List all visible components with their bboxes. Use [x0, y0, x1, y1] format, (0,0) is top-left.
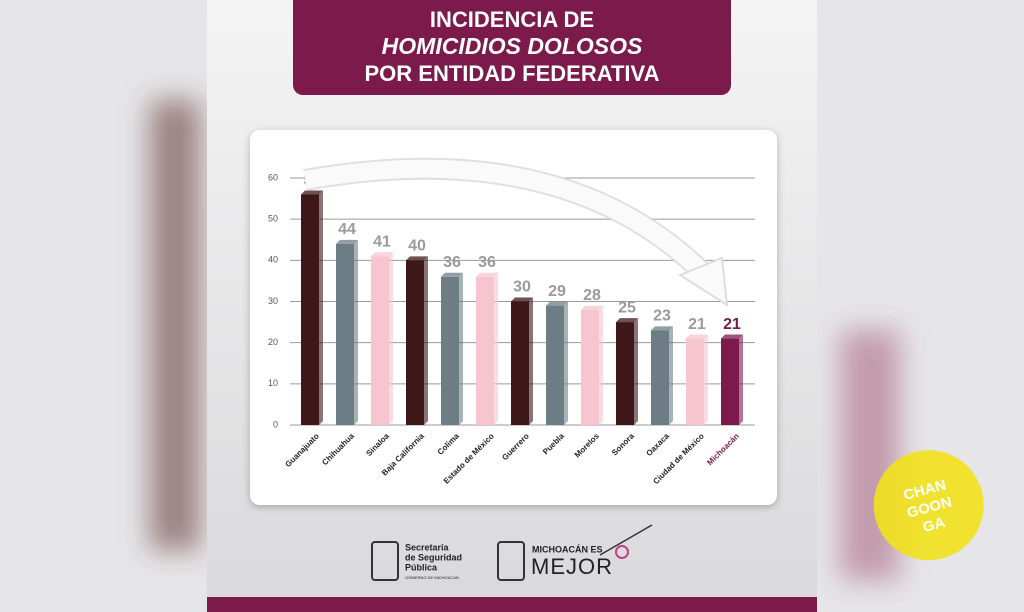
bar-side [529, 297, 533, 425]
value-label: 23 [653, 308, 671, 325]
y-tick-label: 30 [268, 296, 278, 306]
logo-text: MEJOR [531, 554, 613, 579]
logo-text: MICHOACÁN ES [532, 544, 603, 554]
y-tick-label: 60 [268, 172, 278, 182]
bar-side [319, 190, 323, 425]
logo-subtext: GOBIERNO DE MICHOACÁN [405, 575, 459, 580]
bar-cap [406, 256, 428, 261]
bar-side [739, 334, 743, 425]
bar-cap [721, 334, 743, 339]
bar-side [634, 318, 638, 425]
bar [406, 260, 424, 425]
value-label: 36 [443, 254, 461, 271]
logo-text: de Seguridad [405, 552, 462, 562]
bar-side [494, 272, 498, 425]
watermark-text: GA [921, 514, 947, 536]
bar-side [704, 334, 708, 425]
bar-side [564, 301, 568, 425]
bar-cap [371, 252, 393, 257]
bar-cap [476, 272, 498, 277]
title-line: INCIDENCIA DE [430, 7, 594, 32]
bar [336, 243, 354, 425]
bar-side [424, 256, 428, 425]
bar-cap [336, 239, 358, 244]
bar-side [599, 305, 603, 425]
value-label: 21 [723, 316, 741, 333]
bar-side [354, 239, 358, 425]
bar-cap [651, 326, 673, 331]
bar-cap [441, 272, 463, 277]
logo-michoacan: MICHOACÁN ES MEJOR [497, 524, 653, 581]
bar [721, 338, 739, 425]
logo-secretaria: Secretaría de Seguridad Pública GOBIERNO… [371, 541, 462, 581]
y-tick-label: 0 [273, 419, 278, 429]
bar [581, 309, 599, 425]
y-tick-label: 10 [268, 378, 278, 388]
bar [441, 276, 459, 425]
logo-text: Pública [405, 562, 438, 572]
title-line: POR ENTIDAD FEDERATIVA [365, 61, 660, 86]
bar [686, 338, 704, 425]
bar [511, 301, 529, 425]
bar [616, 322, 634, 425]
bottom-band [207, 597, 817, 612]
y-tick-label: 20 [268, 337, 278, 347]
bar-cap [546, 301, 568, 306]
title-line: HOMICIDIOS DOLOSOS [382, 33, 643, 59]
value-label: 30 [513, 279, 531, 296]
bar-cap [581, 305, 603, 310]
watermark: CHAN GOON GA [873, 450, 984, 561]
y-tick-label: 50 [268, 214, 278, 224]
bar [546, 305, 564, 425]
bar-side [389, 252, 393, 425]
title-box [293, 0, 731, 95]
logo-text: Secretaría [405, 542, 450, 552]
bar [651, 330, 669, 425]
bar-cap [686, 334, 708, 339]
value-label: 40 [408, 238, 426, 255]
bar-cap [301, 190, 323, 195]
bar-side [459, 272, 463, 425]
value-label: 21 [688, 316, 706, 333]
bar [301, 194, 319, 425]
value-label: 36 [478, 254, 496, 271]
bar-cap [511, 297, 533, 302]
bar-side [669, 326, 673, 425]
bar-cap [616, 318, 638, 323]
arrow [303, 159, 707, 277]
bar [371, 256, 389, 425]
value-label: 29 [548, 283, 566, 300]
value-label: 28 [583, 287, 601, 304]
value-label: 25 [618, 299, 636, 316]
value-label: 41 [373, 233, 391, 250]
value-label: 44 [338, 221, 356, 238]
y-tick-label: 40 [268, 255, 278, 265]
bar [476, 276, 494, 425]
arrow-head [677, 256, 729, 307]
